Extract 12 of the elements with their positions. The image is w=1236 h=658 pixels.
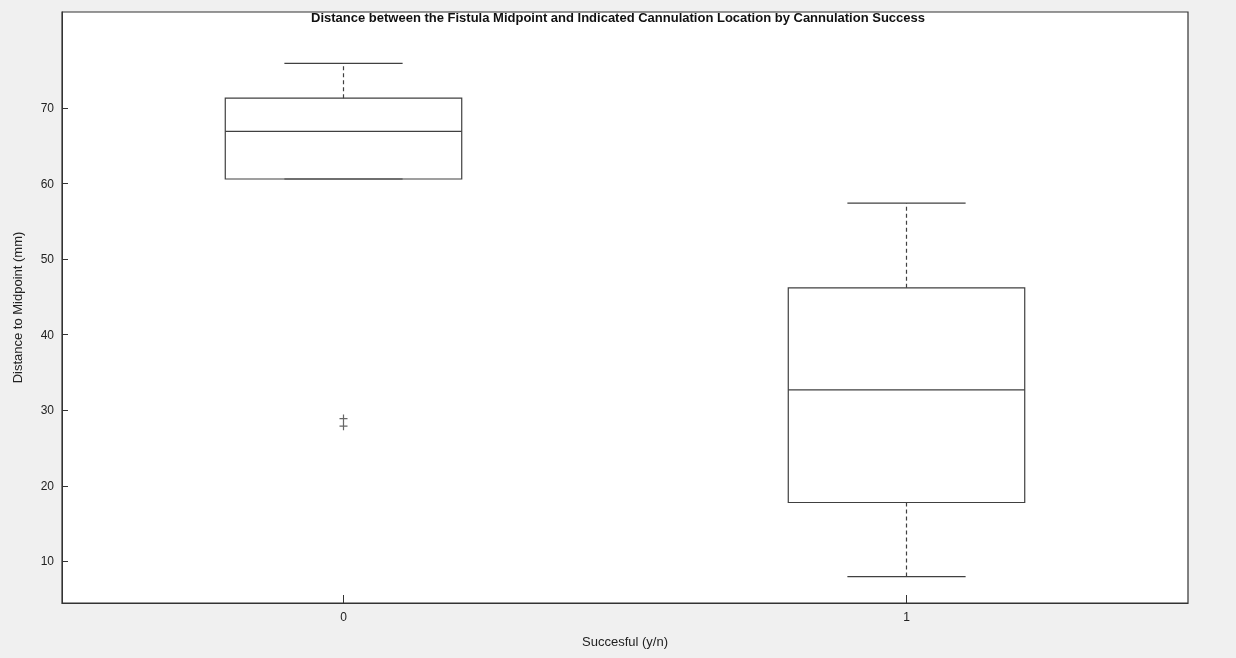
y-tick-label: 10 [40, 554, 55, 569]
y-tick-label: 50 [40, 252, 55, 267]
y-tick-label: 70 [40, 100, 55, 115]
x-tick-label: 1 [903, 610, 911, 624]
y-tick-label: 20 [40, 478, 55, 493]
y-tick-label: 60 [40, 176, 55, 191]
y-tick-label: 40 [40, 327, 55, 342]
x-axis-title: Succesful (y/n) [582, 634, 668, 649]
y-tick-label: 30 [40, 403, 55, 418]
y-axis-title: Distance to Midpoint (mm) [10, 231, 25, 384]
chart-title: Distance between the Fistula Midpoint and Indicated Cannulation Location by Cannulation Success [311, 10, 925, 25]
x-tick-label: 0 [340, 610, 348, 624]
